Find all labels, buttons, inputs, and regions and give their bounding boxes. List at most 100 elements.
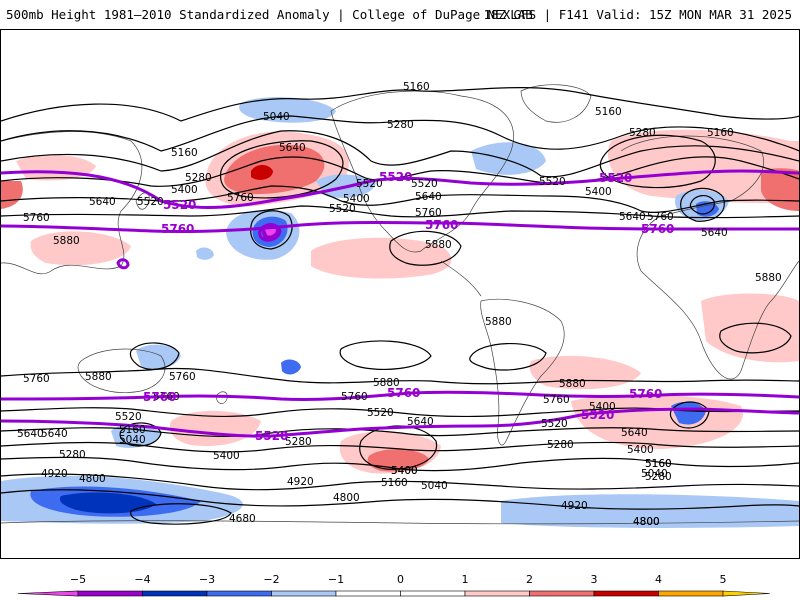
legend-bin bbox=[464, 590, 530, 597]
contour-label: 5400 bbox=[391, 465, 418, 477]
contour-closed-africa bbox=[719, 322, 792, 354]
contour-label: 5640 bbox=[17, 428, 44, 440]
contour-label: 5040 bbox=[641, 468, 668, 480]
coast-japan bbox=[135, 192, 150, 210]
contour-line bbox=[1, 427, 799, 438]
contour-label: 4920 bbox=[41, 468, 68, 480]
legend-tick-label: 4 bbox=[655, 573, 662, 586]
contour-label: 5760 bbox=[647, 211, 674, 223]
anomaly-map: 5160 5040 5160 5280 5160 5280 5640 5160 … bbox=[1, 81, 799, 528]
negative-anomaly-canada bbox=[471, 142, 546, 175]
contour-label: 5280 bbox=[185, 172, 212, 184]
highlight-label: 5760 bbox=[143, 390, 176, 404]
legend-tick-label: 0 bbox=[397, 573, 404, 586]
contour-closed-low-europe bbox=[680, 187, 725, 222]
legend-tick-label: 1 bbox=[462, 573, 469, 586]
contour-label: 5400 bbox=[213, 450, 240, 462]
contour-label: 5880 bbox=[755, 272, 782, 284]
contour-line bbox=[1, 87, 799, 122]
contour-label: 5040 bbox=[119, 434, 146, 446]
contour-label: 5880 bbox=[85, 371, 112, 383]
contour-label: 5400 bbox=[627, 444, 654, 456]
legend-tick-label: 2 bbox=[526, 573, 533, 586]
strong-positive-anomaly-europe bbox=[761, 168, 799, 211]
contour-closed-high-pacific bbox=[219, 140, 344, 199]
highlight-label: 5760 bbox=[641, 222, 674, 236]
contour-label: 5280 bbox=[59, 449, 86, 461]
contour-label: 5400 bbox=[343, 193, 370, 205]
contour-label: 5760 bbox=[415, 207, 442, 219]
contour-label: 5040 bbox=[421, 480, 448, 492]
contour-label: 5280 bbox=[629, 127, 656, 139]
contour-label: 4920 bbox=[561, 500, 588, 512]
legend-svg: −5 −4 −3 −2 −1 0 1 2 3 4 5 bbox=[17, 573, 771, 597]
contour-label: 5160 bbox=[171, 147, 198, 159]
contour-label: 5160 bbox=[645, 458, 672, 470]
highlight-label: 5520 bbox=[599, 171, 632, 185]
contour-label: 5520 bbox=[329, 203, 356, 215]
extra-highlight-label: 5760 bbox=[629, 387, 662, 401]
legend-bin bbox=[593, 590, 659, 597]
legend-bin bbox=[658, 590, 724, 597]
contour-label: 5760 bbox=[23, 373, 50, 385]
contour-label: 5880 bbox=[485, 316, 512, 328]
contour-closed-low-antarctic bbox=[130, 503, 232, 525]
legend-tick-label: −4 bbox=[134, 573, 150, 586]
coast-north-america bbox=[330, 90, 514, 253]
positive-anomaly-asia-north bbox=[16, 154, 96, 181]
contour-closed-south-america bbox=[469, 343, 547, 371]
contour-label: 5520 bbox=[541, 418, 568, 430]
legend-tick-label: −3 bbox=[199, 573, 215, 586]
contour-label: 5640 bbox=[621, 427, 648, 439]
contour-closed-south-indian bbox=[119, 422, 162, 447]
legend-tick-label: −5 bbox=[70, 573, 86, 586]
contour-label: 4800 bbox=[333, 492, 360, 504]
legend-tick-label: −2 bbox=[263, 573, 279, 586]
contour-line bbox=[1, 156, 799, 187]
contour-label: 5280 bbox=[285, 436, 312, 448]
legend-bin bbox=[206, 590, 272, 597]
contour-label: 5640 bbox=[41, 428, 68, 440]
highlight-label: 5760 bbox=[425, 218, 458, 232]
coast-australia bbox=[77, 348, 166, 393]
coast-antarctica bbox=[1, 520, 799, 525]
contour-label: 4800 bbox=[79, 473, 106, 485]
legend-bin bbox=[400, 590, 466, 597]
highlight-5520-north bbox=[1, 169, 799, 209]
contour-label: 5880 bbox=[559, 378, 586, 390]
core-negative-anomaly-antarctic bbox=[59, 492, 156, 514]
contour-label: 5160 bbox=[595, 106, 622, 118]
contour-label: 5640 bbox=[89, 196, 116, 208]
contour-line bbox=[1, 367, 799, 385]
contour-label: 5280 bbox=[547, 439, 574, 451]
contour-label: 5880 bbox=[53, 235, 80, 247]
contour-label: 5520 bbox=[115, 411, 142, 423]
contour-label: 5520 bbox=[539, 176, 566, 188]
highlighted-contours bbox=[1, 169, 799, 438]
map-panel: 5160 5040 5160 5280 5160 5280 5640 5160 … bbox=[0, 29, 800, 559]
contour-line bbox=[1, 115, 799, 152]
negative-anomaly-tropical-dot bbox=[281, 359, 301, 375]
coast-new-zealand bbox=[215, 391, 228, 404]
contour-closed-tropical bbox=[129, 342, 180, 370]
positive-anomaly-west-edge bbox=[1, 181, 23, 209]
highlight-label: 5520 bbox=[255, 429, 288, 443]
map-title: 500mb Height 1981–2010 Standardized Anom… bbox=[6, 7, 533, 22]
contour-label: 5640 bbox=[407, 416, 434, 428]
coast-asia bbox=[1, 131, 143, 275]
legend-tick-label: −1 bbox=[328, 573, 344, 586]
highlight-label: 5520 bbox=[581, 408, 614, 422]
contour-closed-east-pacific bbox=[389, 230, 462, 266]
highlight-label: 5760 bbox=[161, 222, 194, 236]
max-positive-anomaly-north-pacific bbox=[251, 165, 273, 180]
legend-tick-label: 5 bbox=[720, 573, 727, 586]
highlight-label-5760-south-east: 5760 bbox=[629, 387, 662, 401]
positive-anomaly-south-africa bbox=[701, 293, 799, 363]
coastlines bbox=[1, 84, 799, 525]
contour-label: 5640 bbox=[279, 142, 306, 154]
contour-closed-low-pacific bbox=[250, 210, 293, 250]
contour-label: 5400 bbox=[391, 465, 418, 477]
header: 500mb Height 1981–2010 Standardized Anom… bbox=[0, 0, 800, 28]
highlight-5520-south bbox=[1, 407, 799, 438]
contour-value-labels: 5160 5040 5160 5280 5160 5280 5640 5160 … bbox=[17, 81, 782, 528]
